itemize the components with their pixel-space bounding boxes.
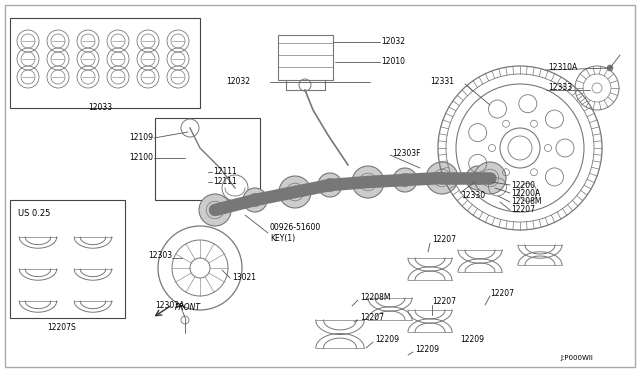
Circle shape bbox=[352, 166, 384, 198]
Circle shape bbox=[607, 65, 613, 71]
Circle shape bbox=[466, 166, 490, 190]
Text: 12111: 12111 bbox=[213, 177, 237, 186]
Text: FRONT: FRONT bbox=[175, 302, 201, 311]
Text: KEY(1): KEY(1) bbox=[270, 234, 295, 243]
Bar bbox=[10, 18, 200, 108]
Text: 12209: 12209 bbox=[460, 336, 484, 344]
Text: 12303F: 12303F bbox=[392, 148, 420, 157]
Text: 12333: 12333 bbox=[548, 83, 572, 93]
Circle shape bbox=[426, 162, 458, 194]
Text: 12208M: 12208M bbox=[360, 294, 390, 302]
Text: 12209: 12209 bbox=[415, 346, 439, 355]
Text: US 0.25: US 0.25 bbox=[18, 209, 51, 218]
Text: 12310A: 12310A bbox=[548, 64, 577, 73]
Text: 12207: 12207 bbox=[490, 289, 514, 298]
Bar bbox=[10, 200, 125, 318]
Text: 12207: 12207 bbox=[511, 205, 535, 215]
Text: 12330: 12330 bbox=[461, 192, 485, 201]
Text: 00926-51600: 00926-51600 bbox=[270, 224, 321, 232]
Text: 12032: 12032 bbox=[226, 77, 250, 87]
Text: 12207: 12207 bbox=[432, 235, 456, 244]
Text: 12209: 12209 bbox=[375, 336, 399, 344]
Text: 12032: 12032 bbox=[381, 38, 405, 46]
Circle shape bbox=[199, 194, 231, 226]
Text: 12331: 12331 bbox=[430, 77, 454, 87]
Circle shape bbox=[318, 173, 342, 197]
Text: 12010: 12010 bbox=[381, 58, 405, 67]
Text: 12207: 12207 bbox=[360, 314, 384, 323]
Bar bbox=[155, 118, 260, 200]
Text: 12207: 12207 bbox=[432, 298, 456, 307]
Circle shape bbox=[474, 162, 506, 194]
Text: 12111: 12111 bbox=[213, 167, 237, 176]
Text: J:P000WII: J:P000WII bbox=[560, 355, 593, 361]
Text: 12207S: 12207S bbox=[47, 324, 76, 333]
Text: 12208M: 12208M bbox=[511, 198, 541, 206]
Text: 12200: 12200 bbox=[511, 180, 535, 189]
Circle shape bbox=[243, 188, 267, 212]
Text: 12303A: 12303A bbox=[155, 301, 184, 310]
Circle shape bbox=[393, 168, 417, 192]
Text: 12200A: 12200A bbox=[511, 189, 540, 198]
Text: 12100: 12100 bbox=[129, 154, 153, 163]
Bar bbox=[278, 35, 333, 80]
Text: 12303: 12303 bbox=[148, 250, 172, 260]
Text: 12033: 12033 bbox=[88, 103, 112, 112]
Circle shape bbox=[279, 176, 311, 208]
Text: 13021: 13021 bbox=[232, 273, 256, 282]
Text: 12109: 12109 bbox=[129, 134, 153, 142]
